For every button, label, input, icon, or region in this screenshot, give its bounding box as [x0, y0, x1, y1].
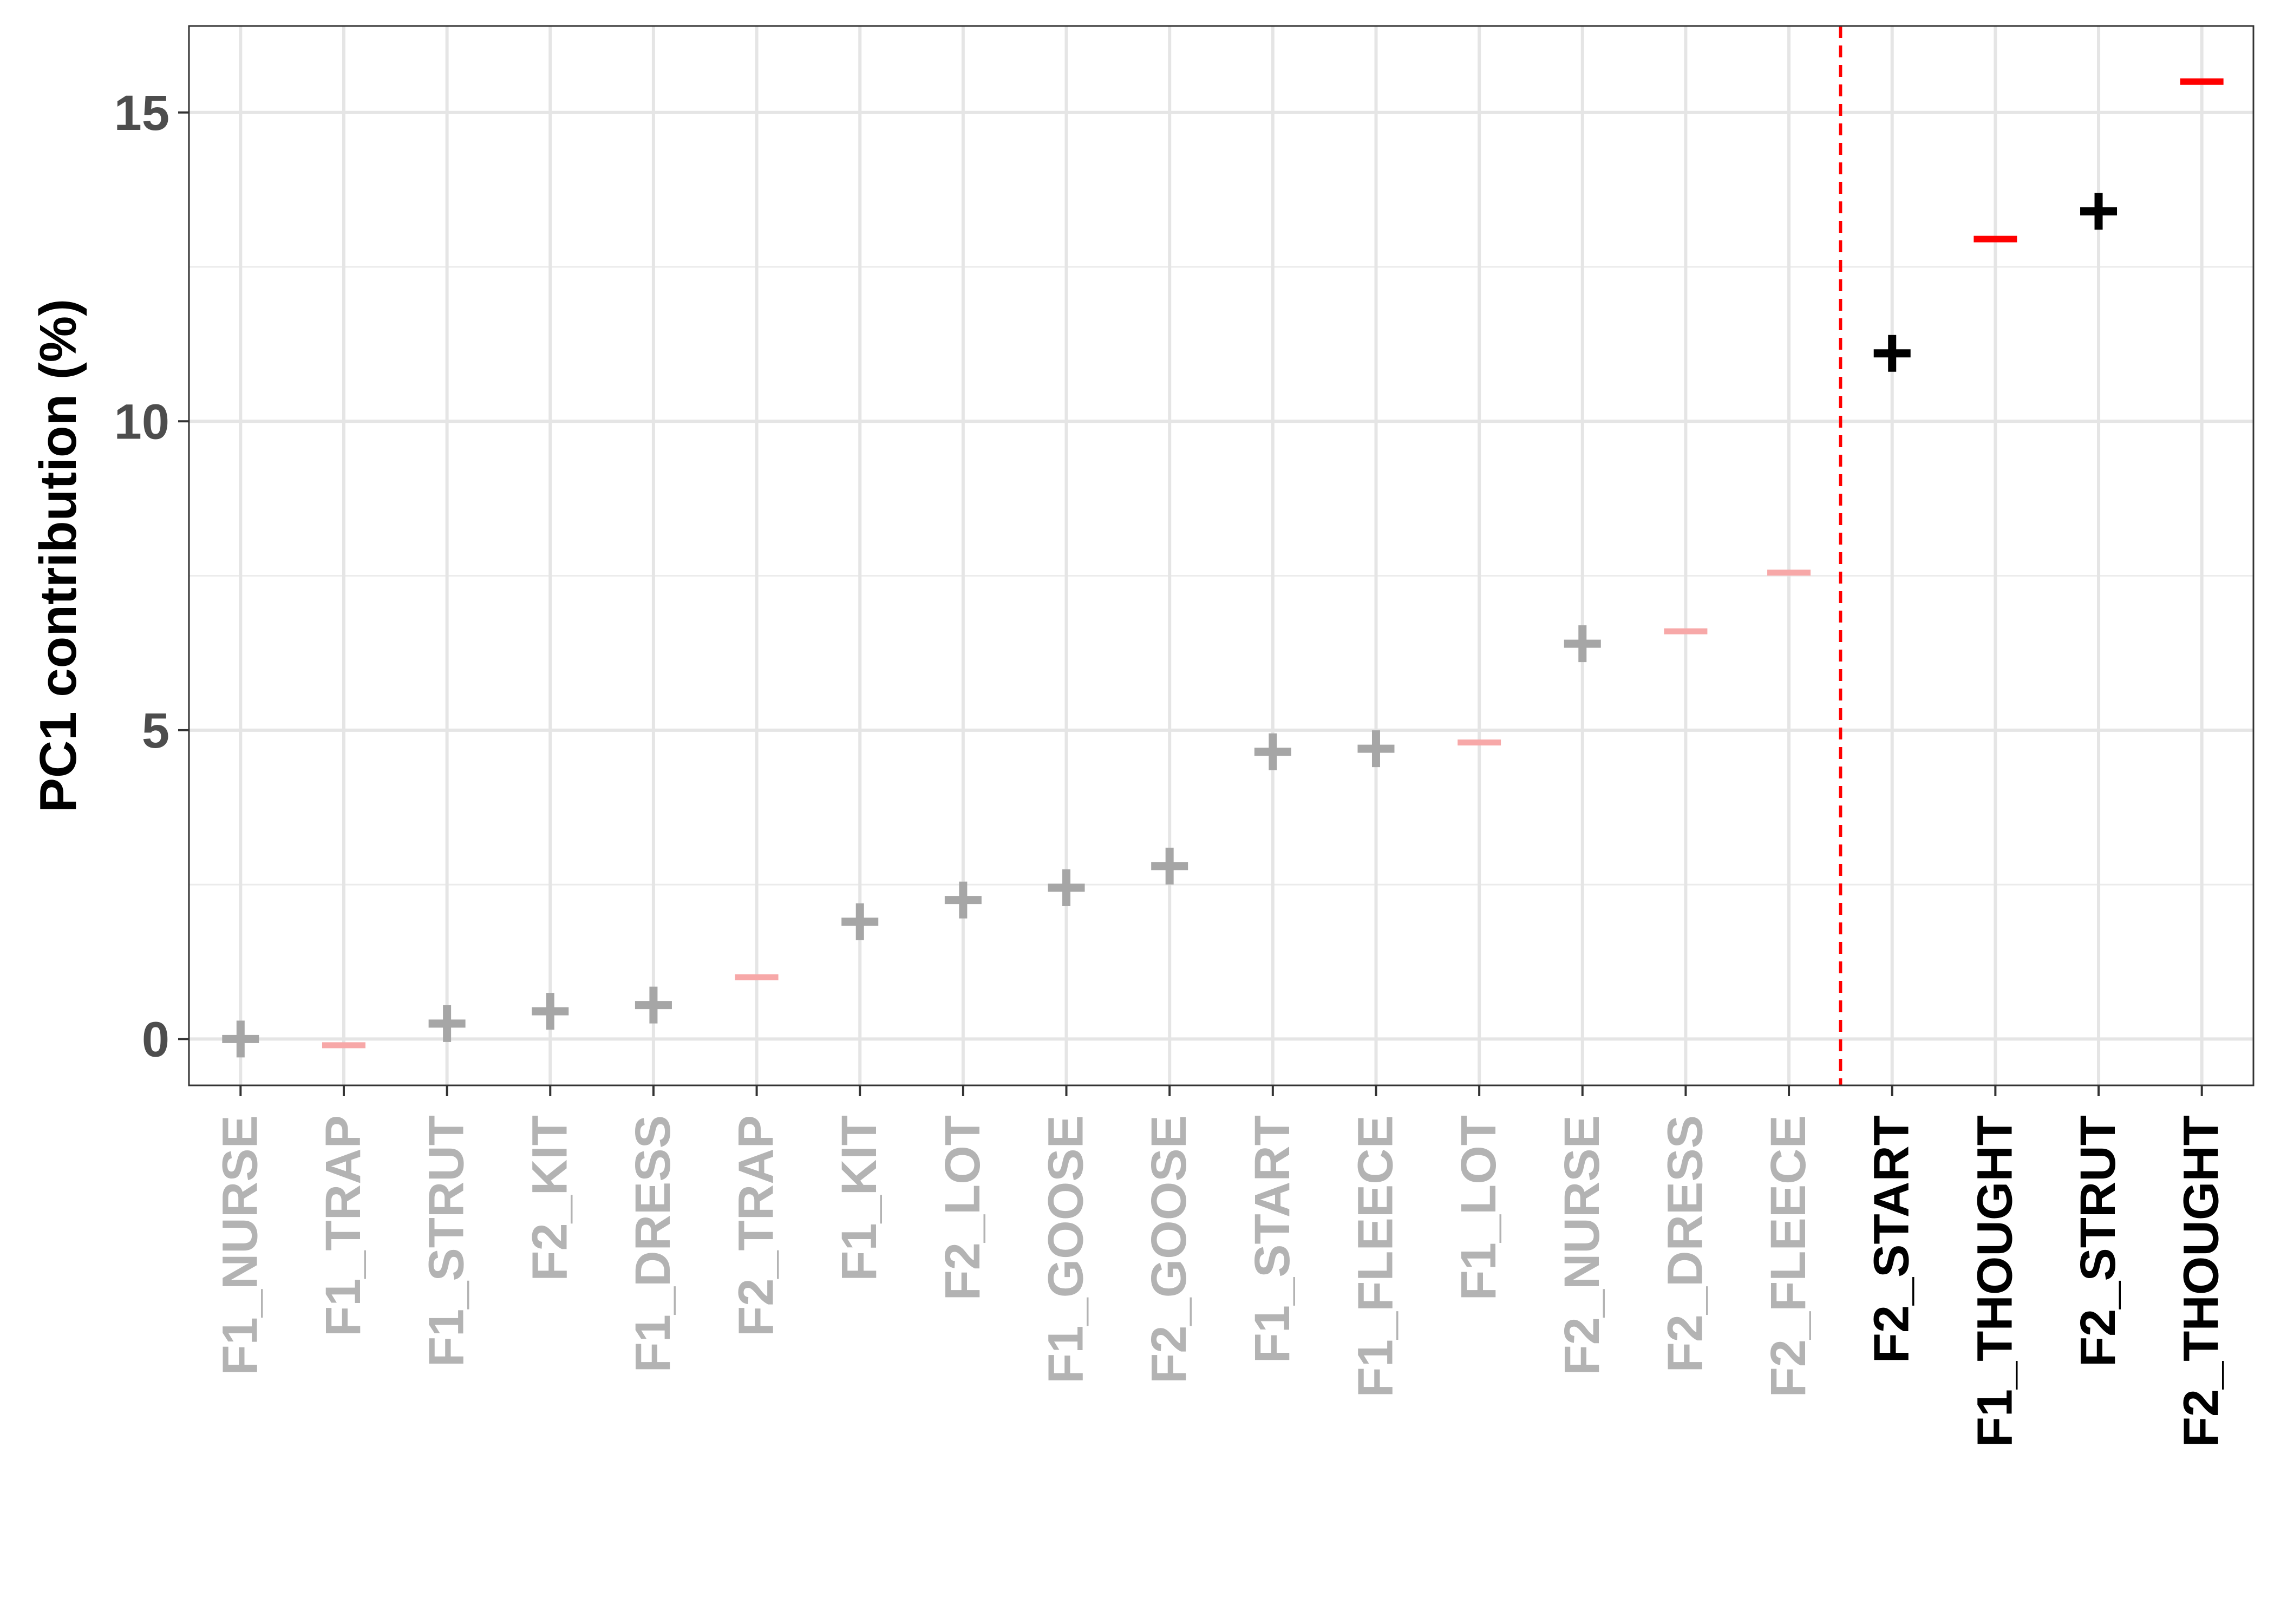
plus-point-f2-goose — [1151, 847, 1188, 885]
x-tick-label: F2_GOOSE — [1141, 1115, 1197, 1384]
plus-point-f2-lot — [944, 881, 982, 919]
y-tick-label: 0 — [142, 1012, 169, 1067]
y-axis-title: PC1 contribution (%) — [29, 299, 87, 813]
x-tick-label: F1_TRAP — [316, 1115, 371, 1337]
plus-point-f1-fleece — [1357, 730, 1395, 768]
plus-point-f1-dress — [635, 986, 672, 1024]
x-tick-label: F1_DRESS — [625, 1115, 681, 1373]
plus-point-f1-goose — [1048, 869, 1085, 906]
y-axis: 0 5 10 15 — [114, 86, 189, 1067]
plus-point-f1-nurse — [222, 1020, 259, 1058]
panel-background — [189, 26, 2253, 1085]
x-tick-label: F2_FLEECE — [1761, 1115, 1816, 1397]
x-tick-label: F1_STRUT — [419, 1115, 474, 1367]
y-tick-label: 15 — [114, 86, 169, 141]
x-tick-label: F2_TRAP — [729, 1115, 784, 1337]
grid-layer — [189, 26, 2253, 1085]
plus-point-f1-kit — [841, 903, 879, 940]
x-tick-label: F1_NURSE — [212, 1115, 267, 1376]
plus-point-f2-start — [1873, 335, 1911, 372]
x-tick-label: F1_START — [1245, 1115, 1300, 1363]
x-tick-label: F2_STRUT — [2070, 1115, 2126, 1367]
plus-point-f1-start — [1254, 733, 1291, 770]
points-layer — [222, 78, 2224, 1058]
x-tick-label: F1_THOUGHT — [1967, 1115, 2022, 1447]
x-tick-label: F2_KIT — [522, 1115, 577, 1281]
x-tick-label: F1_GOOSE — [1038, 1115, 1094, 1384]
x-tick-label: F1_KIT — [832, 1115, 887, 1281]
plus-point-f2-nurse — [1564, 625, 1601, 663]
x-axis: F1_NURSE F1_TRAP F1_STRUT F2_KIT F1_DRESS F2_… — [212, 1085, 2229, 1447]
x-tick-label: F2_THOUGHT — [2174, 1115, 2229, 1447]
x-tick-label: F2_START — [1864, 1115, 1919, 1363]
x-tick-label: F1_FLEECE — [1348, 1115, 1403, 1397]
y-tick-label: 10 — [114, 394, 169, 449]
plus-point-f2-kit — [532, 993, 569, 1030]
x-tick-label: F2_LOT — [935, 1115, 990, 1300]
plus-point-f2-strut — [2080, 193, 2118, 230]
y-tick-label: 5 — [142, 703, 169, 758]
plus-point-f1-strut — [428, 1005, 466, 1042]
x-tick-label: F2_NURSE — [1554, 1115, 1610, 1376]
x-tick-label: F1_LOT — [1451, 1115, 1506, 1300]
x-tick-label: F2_DRESS — [1657, 1115, 1713, 1373]
panel-border — [188, 25, 2255, 1086]
